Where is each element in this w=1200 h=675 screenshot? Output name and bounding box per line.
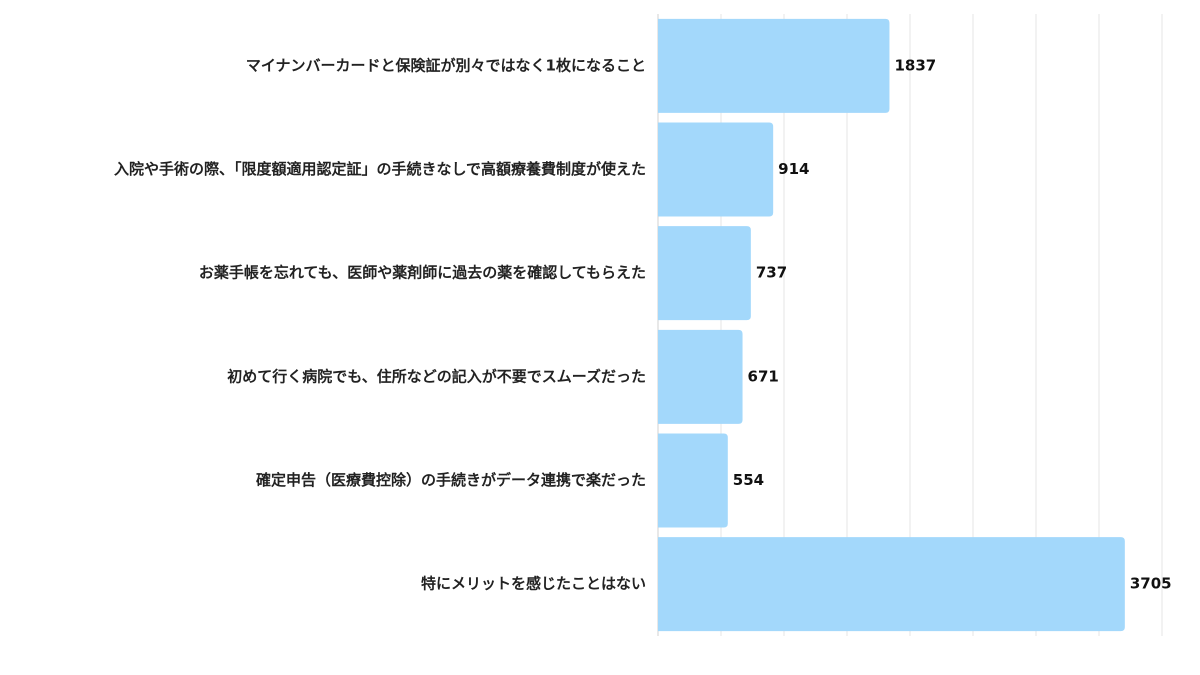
bar	[658, 329, 743, 424]
category-label: 初めて行く病院でも、住所などの記入が不要でスムーズだった	[227, 367, 646, 385]
value-label: 3705	[1130, 575, 1172, 593]
category-label: 入院や手術の際、「限度額適用認定証」の手続きなしで高額療養費制度が使えた	[114, 160, 646, 178]
value-labels: 1837 914 737 671 554 3705	[733, 56, 1172, 592]
value-label: 671	[748, 367, 779, 385]
bar	[658, 537, 1125, 632]
category-label: 特にメリットを感じたことはない	[421, 575, 646, 593]
value-label: 1837	[894, 56, 936, 74]
bar	[658, 433, 728, 528]
gridlines	[657, 14, 1163, 636]
value-label: 737	[756, 264, 787, 282]
bar	[658, 226, 751, 321]
value-label: 554	[733, 471, 764, 489]
bar	[658, 122, 774, 217]
bars	[658, 18, 1125, 632]
value-label: 914	[778, 160, 809, 178]
category-label: 確定申告（医療費控除）の手続きがデータ連携で楽だった	[255, 471, 646, 489]
bar	[658, 18, 890, 113]
category-label: お薬手帳を忘れても、医師や薬剤師に過去の薬を確認してもらえた	[199, 264, 646, 282]
category-label: マイナンバーカードと保険証が別々ではなく1枚になること	[246, 56, 646, 74]
category-labels: マイナンバーカードと保険証が別々ではなく1枚になること入院や手術の際、「限度額適…	[114, 56, 646, 592]
